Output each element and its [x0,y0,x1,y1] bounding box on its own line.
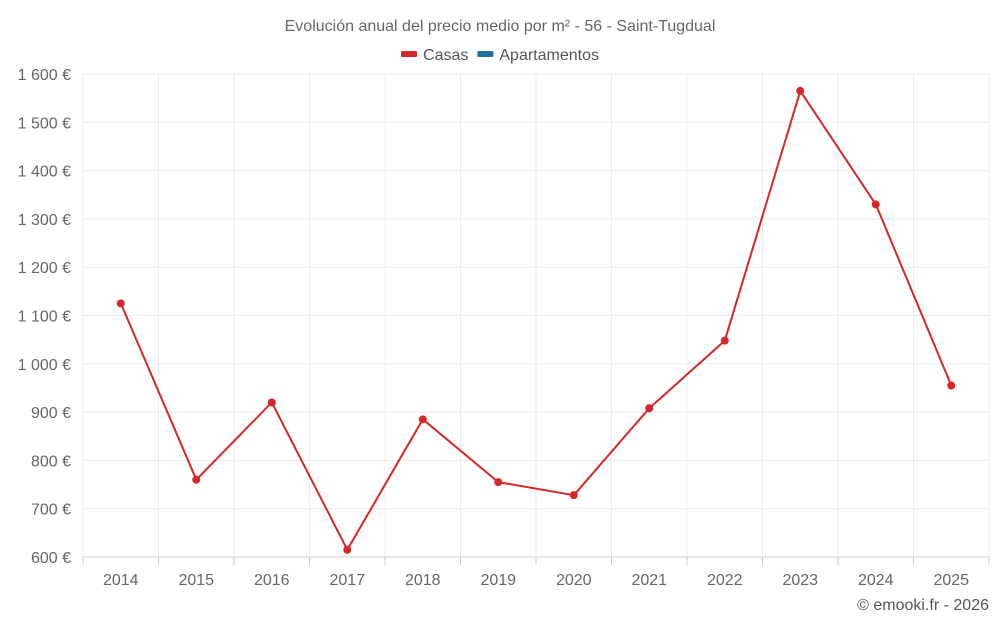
y-axis: 600 € 700 € 800 € 900 € 1 000 € 1 100 € 1 200 … [18,67,71,567]
y-tick-label: 800 € [31,453,71,470]
data-point[interactable] [871,200,880,209]
x-tick-label: 2024 [858,572,894,589]
series-layer [116,86,956,554]
x-tick-label: 2022 [707,572,743,589]
data-point[interactable] [796,86,805,95]
legend-swatch [477,51,494,57]
x-tick-label: 2021 [631,572,667,589]
data-point[interactable] [267,398,276,407]
x-tick-label: 2017 [329,572,365,589]
credit-text: © emooki.fr - 2026 [857,597,989,614]
x-tick-label: 2015 [178,572,214,589]
data-point[interactable] [192,475,201,484]
grid-lines [82,73,990,565]
data-point[interactable] [418,415,427,424]
x-tick-label: 2023 [782,572,818,589]
y-tick-label: 1 400 € [18,164,71,181]
series-line-casas [119,89,953,551]
y-tick-label: 1 000 € [18,357,71,374]
x-tick-label: 2018 [405,572,441,589]
data-point[interactable] [720,336,729,345]
legend-item-casas[interactable]: Casas [401,47,468,64]
x-tick-label: 2019 [480,572,516,589]
x-tick-label: 2016 [254,572,290,589]
y-tick-label: 1 600 € [18,67,71,84]
y-tick-label: 900 € [31,405,71,422]
y-tick-label: 1 500 € [18,115,71,132]
x-tick-label: 2025 [933,572,969,589]
legend: Casas Apartamentos [401,47,599,64]
x-tick-label: 2014 [103,572,139,589]
y-tick-label: 1 200 € [18,260,71,277]
data-point[interactable] [947,381,956,390]
data-point[interactable] [494,478,503,487]
legend-item-apartamentos[interactable]: Apartamentos [477,47,599,64]
x-tick-label: 2020 [556,572,592,589]
y-tick-label: 1 100 € [18,309,71,326]
x-axis: 2014 2015 2016 2017 2018 2019 2020 2021 2022 2023… [103,572,969,589]
data-point[interactable] [645,404,654,413]
legend-label: Apartamentos [499,47,599,64]
data-point[interactable] [569,491,578,500]
legend-swatch [401,51,418,57]
chart-title: Evolución anual del precio medio por m² … [285,18,716,35]
legend-label: Casas [423,47,468,64]
y-tick-label: 700 € [31,502,71,519]
data-point[interactable] [116,299,125,308]
y-tick-label: 1 300 € [18,212,71,229]
data-point[interactable] [343,545,352,554]
y-tick-label: 600 € [31,550,71,567]
